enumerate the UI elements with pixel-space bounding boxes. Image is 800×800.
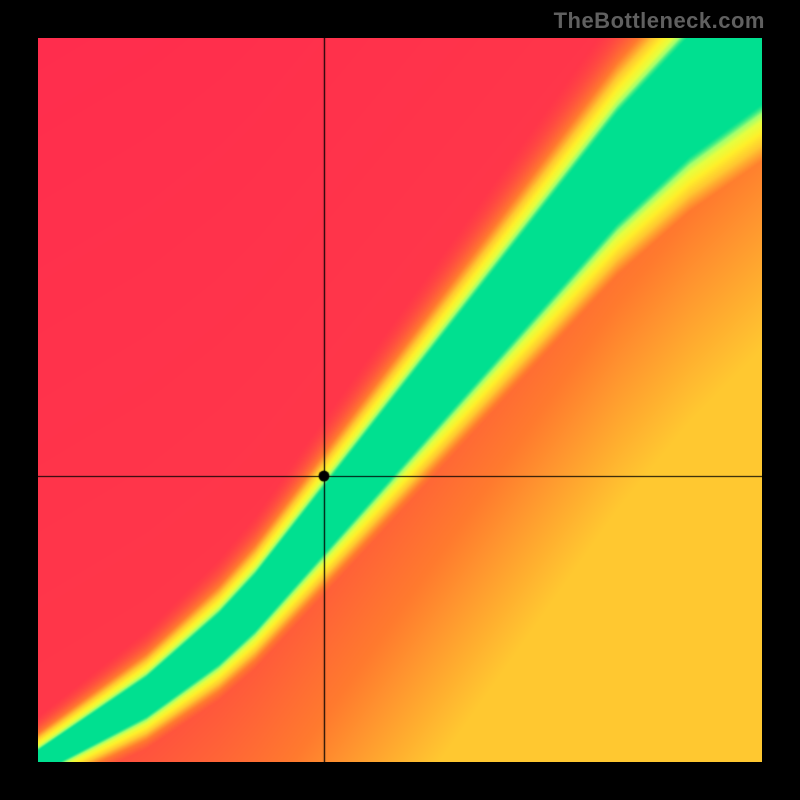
heatmap-canvas xyxy=(38,38,762,762)
chart-container: TheBottleneck.com xyxy=(0,0,800,800)
watermark-text: TheBottleneck.com xyxy=(554,8,765,34)
heatmap-plot xyxy=(38,38,762,762)
